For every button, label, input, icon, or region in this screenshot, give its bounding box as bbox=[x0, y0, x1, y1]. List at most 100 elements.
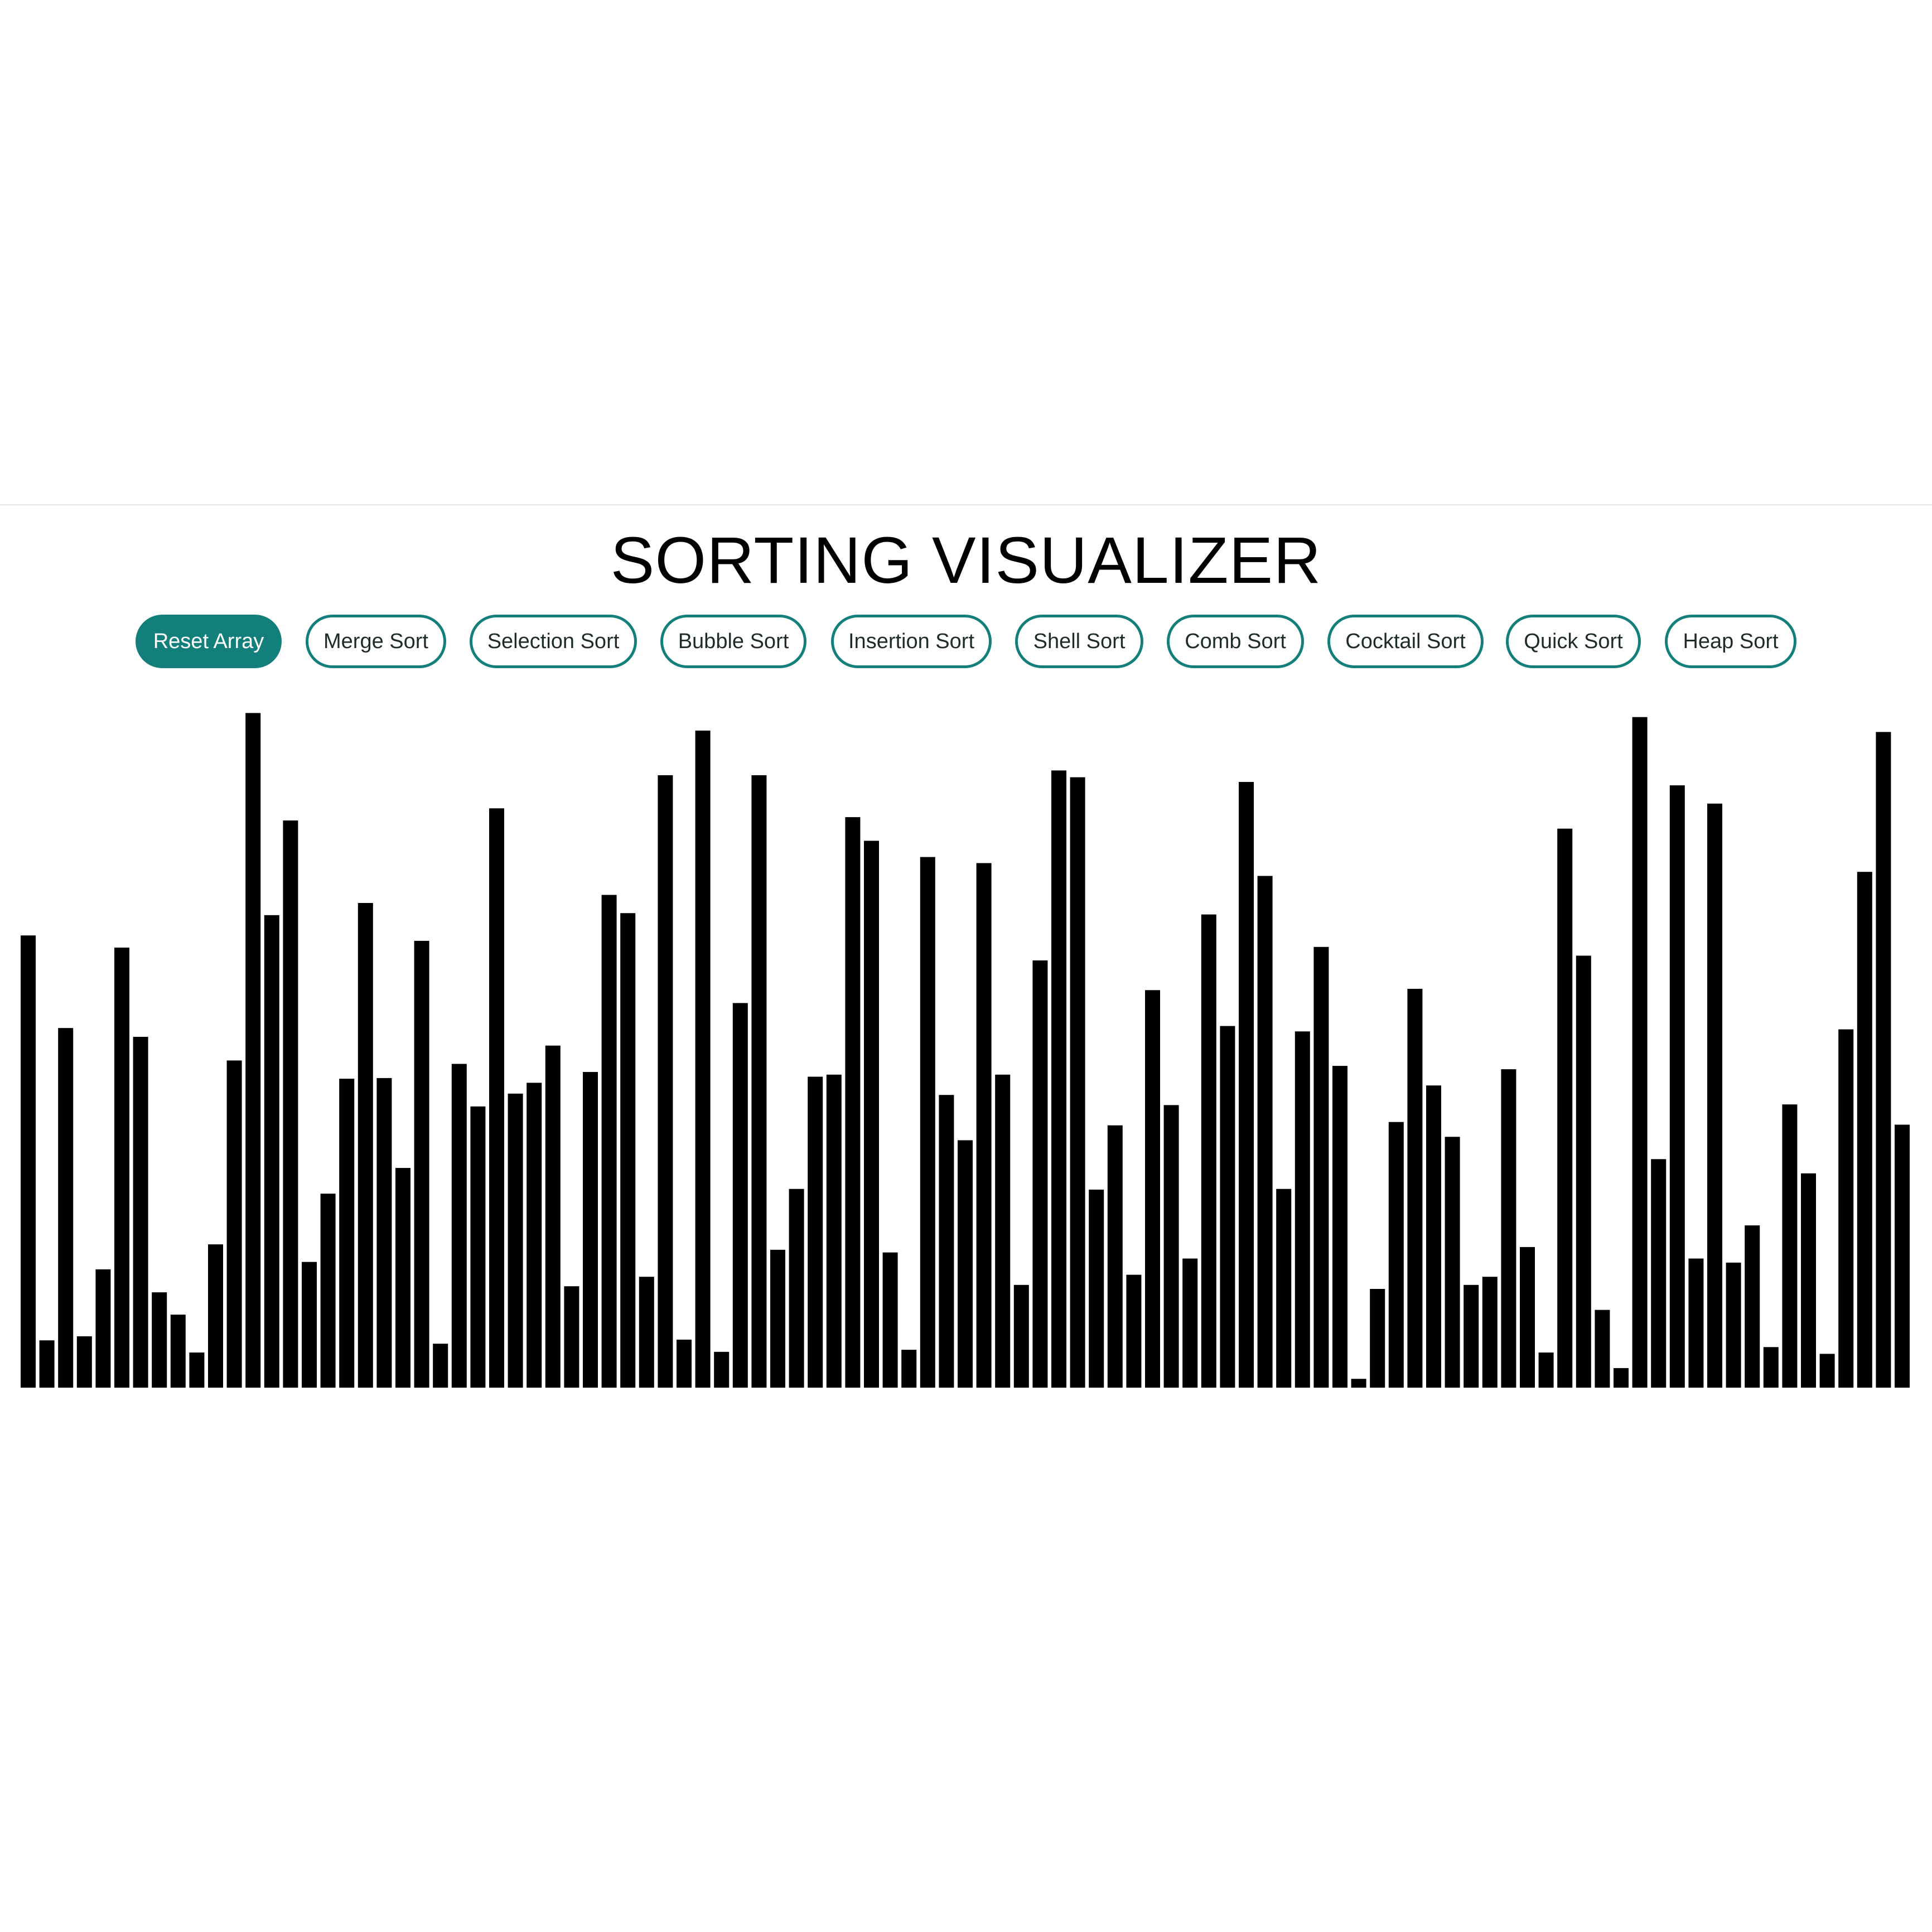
array-bar bbox=[114, 948, 129, 1388]
array-bar bbox=[320, 1194, 336, 1388]
array-bar bbox=[545, 1045, 561, 1388]
bubble-sort-button[interactable]: Bubble Sort bbox=[660, 615, 806, 668]
array-bar bbox=[1857, 872, 1872, 1388]
array-bar bbox=[770, 1249, 785, 1388]
toolbar: Reset Array Merge Sort Selection Sort Bu… bbox=[0, 615, 1932, 668]
array-bar bbox=[1089, 1189, 1104, 1388]
array-bar bbox=[920, 857, 935, 1388]
array-bar bbox=[939, 1095, 954, 1388]
heap-sort-button[interactable]: Heap Sort bbox=[1665, 615, 1796, 668]
array-bar bbox=[1276, 1189, 1292, 1388]
array-bar bbox=[1013, 1284, 1029, 1388]
array-bar bbox=[1501, 1069, 1516, 1388]
array-bar bbox=[882, 1252, 898, 1388]
array-bar bbox=[245, 713, 261, 1388]
array-bar bbox=[1707, 803, 1722, 1388]
array-bar bbox=[1745, 1225, 1760, 1388]
array-bar bbox=[95, 1269, 111, 1388]
array-bar bbox=[1295, 1031, 1310, 1388]
array-bar bbox=[339, 1079, 355, 1388]
array-bar bbox=[958, 1140, 973, 1388]
array-bar bbox=[152, 1292, 167, 1388]
array-bar bbox=[564, 1286, 579, 1388]
top-divider bbox=[0, 504, 1932, 505]
array-bar bbox=[808, 1076, 823, 1388]
array-bar bbox=[226, 1060, 242, 1388]
array-bar bbox=[1370, 1289, 1385, 1388]
array-bar bbox=[1482, 1277, 1498, 1388]
array-bar bbox=[189, 1353, 205, 1388]
array-bar bbox=[1576, 955, 1591, 1388]
array-bar bbox=[1239, 782, 1254, 1388]
selection-sort-button[interactable]: Selection Sort bbox=[470, 615, 637, 668]
merge-sort-button[interactable]: Merge Sort bbox=[306, 615, 446, 668]
array-bar bbox=[1220, 1026, 1235, 1388]
array-bar bbox=[1669, 785, 1685, 1388]
array-bar bbox=[1407, 988, 1423, 1388]
array-bar bbox=[1145, 990, 1160, 1388]
array-bar bbox=[1876, 732, 1891, 1388]
array-bar bbox=[976, 863, 992, 1388]
array-bar bbox=[1801, 1173, 1816, 1388]
array-bar bbox=[302, 1262, 317, 1388]
array-bar bbox=[433, 1344, 448, 1388]
array-bar bbox=[1313, 946, 1329, 1388]
array-bar bbox=[826, 1074, 842, 1388]
array-bar bbox=[283, 820, 298, 1388]
array-bar bbox=[451, 1064, 467, 1388]
array-bar bbox=[1332, 1066, 1347, 1388]
array-bar bbox=[1595, 1310, 1610, 1388]
array-bar bbox=[1163, 1105, 1179, 1388]
shell-sort-button[interactable]: Shell Sort bbox=[1015, 615, 1143, 668]
array-bar bbox=[1614, 1368, 1629, 1388]
array-bar bbox=[133, 1037, 148, 1388]
array-bar bbox=[21, 935, 36, 1388]
array-bar bbox=[76, 1336, 92, 1388]
array-bar bbox=[658, 775, 673, 1388]
array-bar bbox=[789, 1189, 804, 1388]
array-bar bbox=[583, 1072, 598, 1388]
quick-sort-button[interactable]: Quick Sort bbox=[1506, 615, 1641, 668]
array-bar bbox=[714, 1351, 730, 1388]
insertion-sort-button[interactable]: Insertion Sort bbox=[831, 615, 992, 668]
array-bar bbox=[864, 841, 879, 1388]
array-bar bbox=[1763, 1347, 1779, 1388]
array-bar bbox=[489, 808, 504, 1388]
array-bar bbox=[845, 817, 861, 1388]
array-bar bbox=[695, 730, 711, 1388]
array-bar bbox=[1895, 1124, 1910, 1388]
array-bar bbox=[1538, 1353, 1554, 1388]
array-bar bbox=[1726, 1262, 1741, 1388]
array-bar bbox=[1070, 777, 1085, 1388]
page-title: SORTING VISUALIZER bbox=[610, 524, 1322, 597]
comb-sort-button[interactable]: Comb Sort bbox=[1167, 615, 1304, 668]
array-bar bbox=[639, 1277, 654, 1388]
array-bar bbox=[508, 1093, 523, 1388]
array-bar bbox=[414, 940, 429, 1388]
array-bar bbox=[1126, 1274, 1142, 1388]
array-bar bbox=[376, 1078, 392, 1388]
array-bar bbox=[1632, 717, 1648, 1388]
array-bar bbox=[1819, 1354, 1835, 1388]
array-bar bbox=[1520, 1247, 1535, 1388]
array-bar bbox=[620, 913, 636, 1388]
cocktail-sort-button[interactable]: Cocktail Sort bbox=[1327, 615, 1484, 668]
array-bar bbox=[901, 1350, 917, 1388]
array-bar bbox=[1688, 1258, 1704, 1388]
array-bar bbox=[1051, 770, 1066, 1388]
array-bar bbox=[995, 1074, 1011, 1388]
array-bar bbox=[58, 1028, 74, 1388]
array-bar bbox=[470, 1106, 486, 1388]
array-bar bbox=[527, 1083, 542, 1388]
array-bar bbox=[677, 1339, 692, 1388]
array-bar bbox=[208, 1244, 223, 1388]
array-bar bbox=[395, 1168, 410, 1388]
reset-array-button[interactable]: Reset Array bbox=[136, 615, 282, 668]
array-bar bbox=[1464, 1284, 1479, 1388]
array-bar bbox=[358, 903, 373, 1388]
array-bar bbox=[1782, 1104, 1798, 1388]
array-bar bbox=[1107, 1125, 1123, 1388]
array-bar bbox=[1651, 1159, 1667, 1388]
array-bar bbox=[1557, 828, 1573, 1388]
